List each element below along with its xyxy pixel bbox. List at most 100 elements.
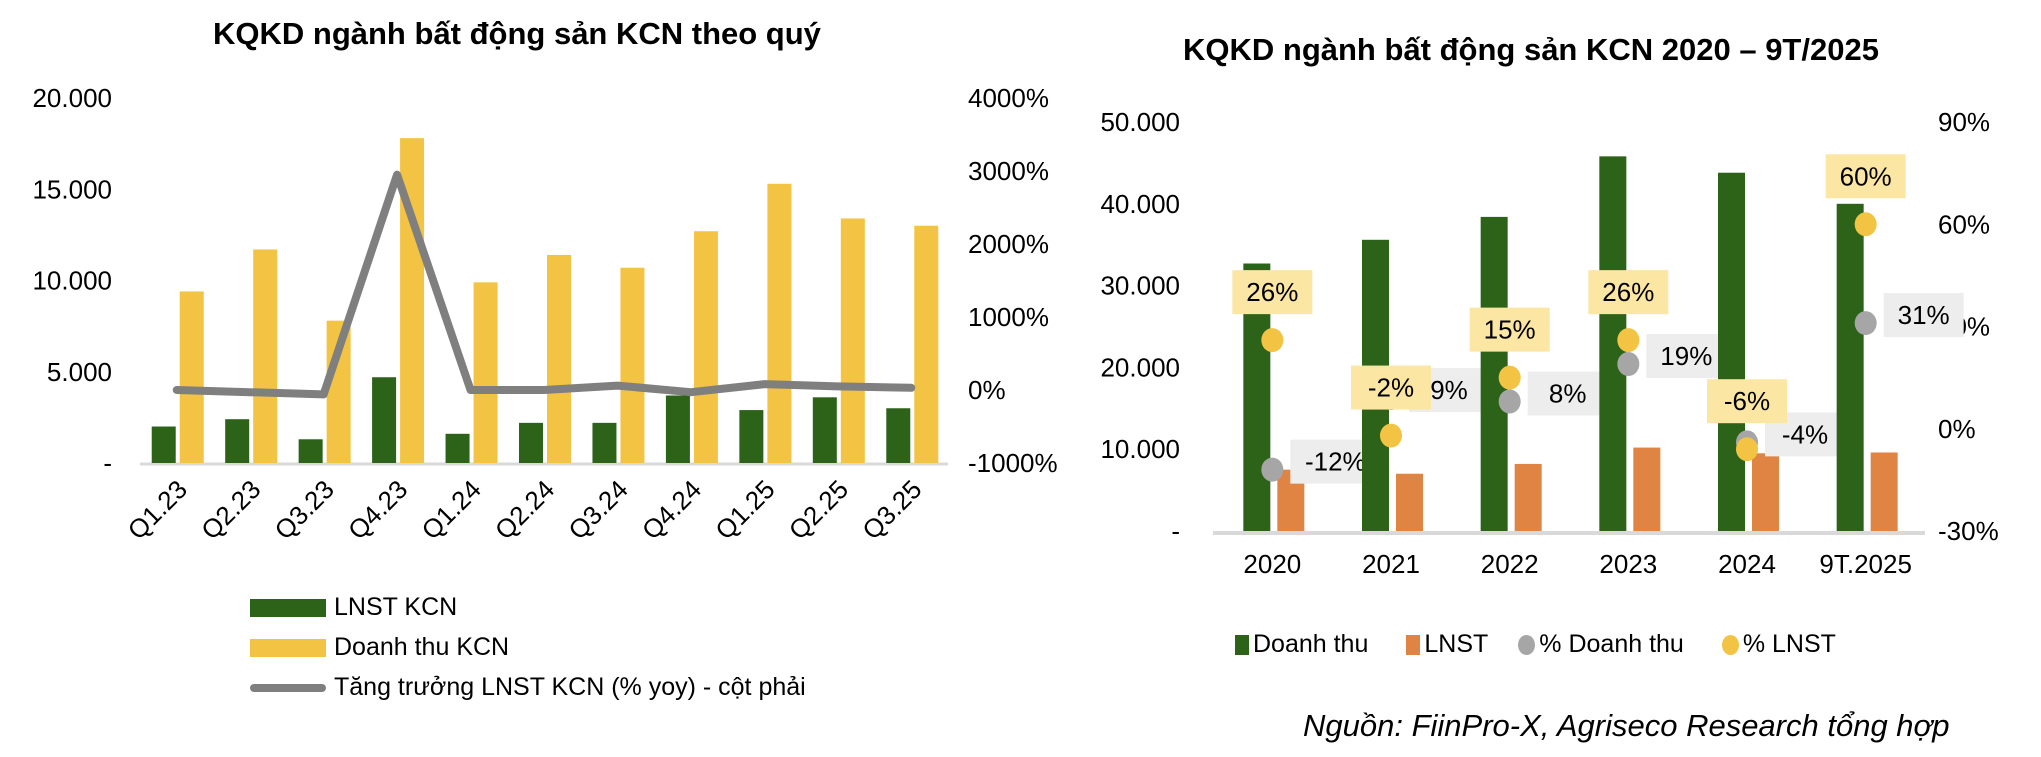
bar-doanh-thu xyxy=(179,291,204,463)
bar-lnst xyxy=(519,422,543,463)
bar-doanh-thu xyxy=(473,282,498,463)
legend-label: % LNST xyxy=(1742,630,1836,658)
legend-label: LNST KCN xyxy=(334,593,458,621)
bar-lnst xyxy=(1752,453,1779,531)
legend-growth-line: Tăng trưởng LNST KCN (% yoy) - cột phải xyxy=(250,673,806,702)
label-pct-lnst: 15% xyxy=(1484,315,1536,345)
dot-pct-doanh-thu xyxy=(1498,389,1521,414)
bar-lnst xyxy=(739,410,764,463)
bar-lnst xyxy=(151,426,176,463)
x-axis-label: 2022 xyxy=(1481,549,1539,579)
label-box-gray xyxy=(1527,371,1608,416)
left-axis-tick: 5.000 xyxy=(47,357,112,387)
right-axis-tick: 0% xyxy=(1938,414,1976,444)
x-axis-label: 2020 xyxy=(1243,549,1301,579)
left-axis-tick: - xyxy=(103,448,112,478)
right-axis-tick: 0% xyxy=(968,375,1006,405)
label-box-yellow xyxy=(1588,270,1669,315)
bar-doanh-thu xyxy=(693,231,718,463)
left-axis-tick: 30.000 xyxy=(1100,271,1180,301)
bar-lnst xyxy=(298,439,323,463)
bar-doanh-thu xyxy=(1836,203,1864,532)
bar-lnst xyxy=(445,433,470,463)
x-axis-label: 2021 xyxy=(1362,549,1420,579)
label-pct-doanh-thu: 19% xyxy=(1660,341,1712,371)
x-axis-label: 2024 xyxy=(1718,549,1776,579)
bar-lnst xyxy=(225,419,250,463)
bar-doanh-thu xyxy=(840,218,865,463)
right-axis-tick: 90% xyxy=(1938,107,1990,137)
label-pct-doanh-thu: 9% xyxy=(1430,375,1468,405)
right-axis-tick: 2000% xyxy=(968,229,1049,259)
left-axis-tick: 50.000 xyxy=(1100,107,1180,137)
label-pct-lnst: 26% xyxy=(1602,277,1654,307)
label-pct-lnst: -2% xyxy=(1368,373,1414,403)
legend-swatch-orange xyxy=(1406,634,1421,655)
left-axis-tick: 20.000 xyxy=(1100,352,1180,382)
legend-dot-yellow xyxy=(1721,634,1739,655)
bar-lnst xyxy=(592,422,617,463)
x-axis-label: 2023 xyxy=(1599,549,1657,579)
growth-line xyxy=(172,170,916,399)
label-pct-doanh-thu: 31% xyxy=(1898,300,1950,330)
dot-pct-lnst xyxy=(1380,423,1402,448)
right-axis-tick: 3000% xyxy=(968,156,1049,186)
right-legend: Doanh thu LNST % Doanh thu % LNST xyxy=(1235,630,1836,659)
dot-pct-doanh-thu xyxy=(1617,351,1640,376)
x-axis-label: 9T.2025 xyxy=(1819,549,1912,579)
bar-doanh-thu xyxy=(914,225,939,463)
bar-lnst xyxy=(1514,463,1542,531)
label-box-yellow xyxy=(1707,379,1787,424)
left-axis-tick: 10.000 xyxy=(32,266,112,296)
dot-pct-lnst xyxy=(1736,437,1758,462)
left-axis-tick: - xyxy=(1171,516,1180,546)
left-axis-tick: 10.000 xyxy=(1100,434,1180,464)
right-axis-tick: -30% xyxy=(1938,516,1999,546)
label-pct-lnst: -6% xyxy=(1724,386,1770,416)
label-box-yellow xyxy=(1469,307,1550,352)
legend-doanh-thu-kcn: Doanh thu KCN xyxy=(250,633,509,662)
legend-label: % Doanh thu xyxy=(1539,630,1684,658)
dot-pct-lnst xyxy=(1854,212,1877,237)
left-chart: - 5.000 10.000 15.000 20.000 -1000% 0% 1000% 200… xyxy=(32,83,1058,545)
legend-label: LNST xyxy=(1424,630,1489,658)
bar-lnst xyxy=(812,397,837,463)
left-axis-tick: 20.000 xyxy=(32,83,112,113)
bar-doanh-thu xyxy=(1718,172,1745,531)
label-pct-lnst: 60% xyxy=(1840,161,1892,191)
bar-doanh-thu xyxy=(253,249,278,463)
bar-lnst xyxy=(665,395,690,463)
legend-swatch-green xyxy=(250,598,326,617)
left-axis-tick: 40.000 xyxy=(1100,189,1180,219)
label-box-yellow xyxy=(1351,365,1431,410)
label-box-yellow xyxy=(1825,154,1906,199)
left-axis-tick: 15.000 xyxy=(32,174,112,204)
right-axis-tick: 60% xyxy=(1938,209,1990,239)
dot-pct-lnst xyxy=(1261,328,1284,353)
dot-pct-lnst xyxy=(1617,328,1640,353)
bar-doanh-thu xyxy=(767,183,792,463)
legend-dot-gray xyxy=(1518,634,1536,655)
dot-pct-lnst xyxy=(1498,365,1521,390)
label-pct-doanh-thu: 8% xyxy=(1549,378,1587,408)
label-box-gray xyxy=(1883,293,1964,338)
legend-label: Doanh thu KCN xyxy=(334,633,510,661)
legend-swatch-gray-line xyxy=(250,683,326,692)
legend-label: Tăng trưởng LNST KCN (% yoy) - cột phải xyxy=(334,673,806,701)
right-chart: -10.00020.00030.00040.00050.000-30%0%30%… xyxy=(1100,107,1999,579)
right-axis-tick: 4000% xyxy=(968,83,1049,113)
bar-doanh-thu xyxy=(547,254,571,463)
label-box-gray xyxy=(1646,333,1727,378)
label-pct-doanh-thu: -4% xyxy=(1782,419,1828,449)
right-axis-tick: 1000% xyxy=(968,302,1049,332)
legend-label: Doanh thu xyxy=(1253,630,1369,658)
legend-swatch-yellow xyxy=(250,638,326,657)
legend-lnst-kcn: LNST KCN xyxy=(250,593,457,622)
dot-pct-doanh-thu xyxy=(1261,457,1284,482)
label-pct-doanh-thu: -12% xyxy=(1305,447,1366,477)
bar-lnst xyxy=(372,377,397,463)
right-axis-tick: -1000% xyxy=(968,448,1058,478)
label-box-yellow xyxy=(1232,270,1313,315)
label-pct-lnst: 26% xyxy=(1246,277,1298,307)
source-note: Nguồn: FiinPro-X, Agriseco Research tổng… xyxy=(1303,708,1950,743)
